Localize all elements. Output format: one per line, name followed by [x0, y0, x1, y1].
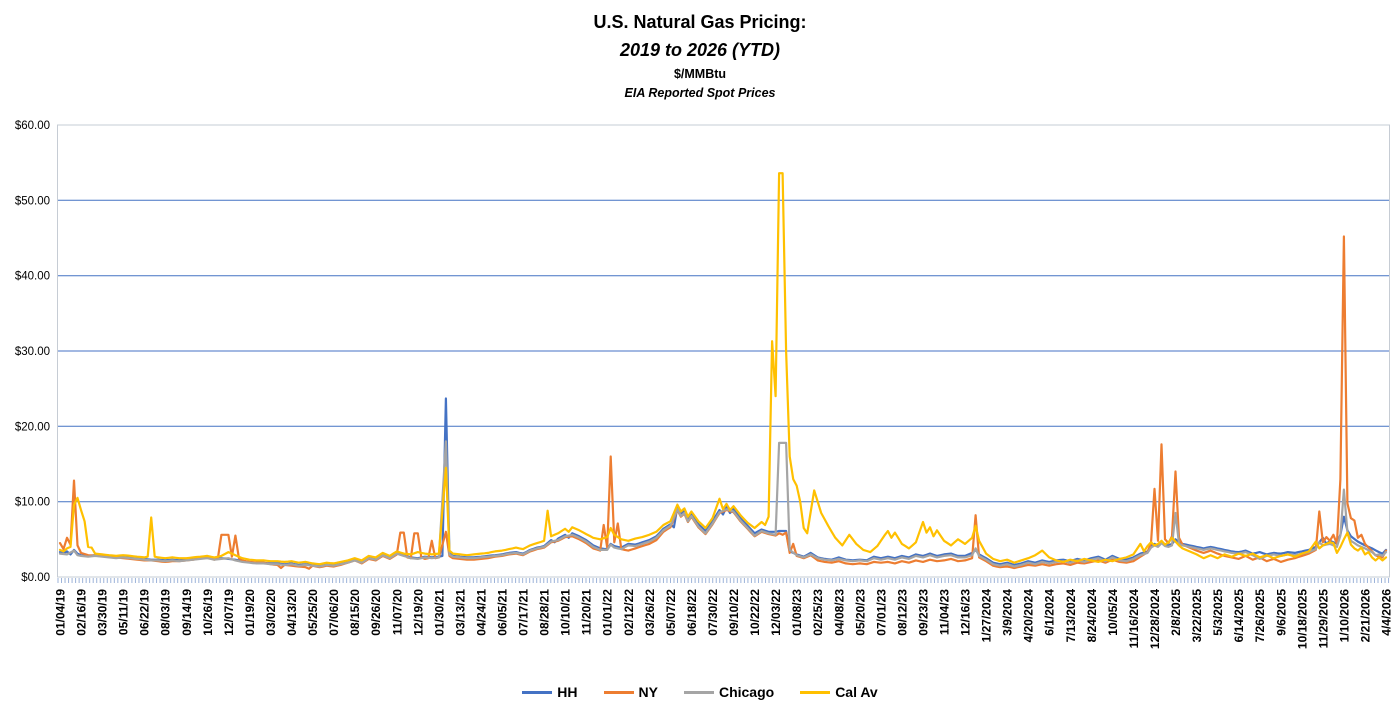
x-axis-label: 01/30/21	[432, 589, 446, 636]
x-axis-label: 09/14/19	[180, 589, 194, 636]
x-axis-label: 02/12/22	[622, 589, 636, 636]
x-axis-label: 05/07/22	[664, 589, 678, 636]
x-axis-label: 5/3/2025	[1211, 589, 1225, 636]
x-axis-label: 8/24/2024	[1085, 589, 1099, 643]
x-axis-label: 04/13/20	[285, 589, 299, 636]
x-axis-label: 3/9/2024	[1001, 589, 1015, 636]
x-axis-label: 6/1/2024	[1043, 589, 1057, 636]
x-axis-label: 12/28/2024	[1148, 589, 1162, 649]
x-axis-label: 03/02/20	[264, 589, 278, 636]
x-axis-label: 1/27/2024	[980, 589, 994, 643]
x-axis-label: 7/13/2024	[1064, 589, 1078, 643]
x-axis-label: 01/08/23	[790, 589, 804, 636]
x-axis-label: 11/04/23	[938, 589, 952, 635]
x-axis-label: 04/24/21	[475, 589, 489, 636]
x-axis-label: 10/22/22	[748, 589, 762, 636]
legend-label-ny: NY	[638, 684, 658, 700]
legend: HH NY Chicago Cal Av	[0, 684, 1400, 700]
x-axis-label: 01/01/22	[601, 589, 615, 636]
y-axis-label: $60.00	[15, 120, 50, 132]
x-axis-label: 05/25/20	[306, 589, 320, 636]
x-axis-label: 10/05/24	[1106, 589, 1120, 636]
x-axis-label: 07/17/21	[517, 589, 531, 636]
legend-item-cal-av: Cal Av	[800, 684, 878, 700]
x-axis-label: 07/30/22	[706, 589, 720, 636]
series-line-hh	[58, 397, 1388, 567]
y-axis-label: $40.00	[15, 271, 50, 283]
legend-swatch-hh	[522, 690, 553, 694]
x-axis-label: 03/13/21	[453, 589, 467, 636]
legend-item-chicago: Chicago	[683, 684, 775, 700]
x-axis-label: 4/20/2024	[1022, 589, 1036, 643]
legend-swatch-cal-av	[800, 690, 831, 694]
series-line-chicago	[58, 440, 1388, 568]
x-axis-label: 11/29/2025	[1316, 589, 1330, 649]
x-axis-label: 09/10/22	[727, 589, 741, 636]
x-axis-label: 09/23/23	[917, 589, 931, 636]
x-axis-label: 9/6/2025	[1274, 589, 1288, 636]
x-axis-label: 4/4/2026	[1380, 589, 1394, 636]
x-axis-label: 01/04/19	[54, 589, 68, 636]
x-axis-label: 11/20/21	[580, 589, 594, 635]
chart-source-label: EIA Reported Spot Prices	[624, 85, 776, 100]
x-axis-label: 2/21/2026	[1359, 589, 1373, 643]
series-line-cal-av	[58, 172, 1388, 566]
x-axis-label: 10/10/21	[559, 589, 573, 636]
x-axis-label: 04/08/23	[832, 589, 846, 636]
x-axis-label: 01/19/20	[243, 589, 257, 636]
x-axis-label: 08/03/19	[159, 589, 173, 636]
x-axis-label: 05/20/23	[853, 589, 867, 636]
x-axis-label: 06/22/19	[138, 589, 152, 636]
x-axis-label: 12/07/19	[222, 589, 236, 636]
x-axis-label: 10/18/2025	[1295, 589, 1309, 649]
y-axis-label: $10.00	[15, 497, 50, 509]
x-axis-label: 02/16/19	[75, 589, 89, 636]
x-axis-label: 06/05/21	[496, 589, 510, 636]
chart-units-label: $/MMBtu	[673, 67, 727, 82]
x-axis-label: 08/12/23	[895, 589, 909, 636]
x-axis-label: 11/16/2024	[1127, 589, 1141, 649]
x-axis-label: 3/22/2025	[1190, 589, 1204, 643]
legend-label-chicago: Chicago	[718, 684, 775, 700]
x-axis-label: 11/07/20	[390, 589, 404, 635]
legend-swatch-ny	[603, 690, 634, 694]
chart-subtitle: 2019 to 2026 (YTD)	[619, 39, 781, 60]
chart-title-block: U.S. Natural Gas Pricing: 2019 to 2026 (…	[0, 12, 1400, 100]
y-axis-label: $30.00	[15, 346, 50, 358]
x-axis-label: 05/11/19	[117, 589, 131, 635]
x-axis-label: 7/26/2025	[1253, 589, 1267, 643]
x-axis-label: 10/26/19	[201, 589, 215, 636]
legend-label-hh: HH	[557, 684, 578, 700]
y-axis-label: $20.00	[15, 421, 50, 433]
x-axis-label: 12/19/20	[411, 589, 425, 636]
x-axis-label: 08/15/20	[348, 589, 362, 636]
x-axis-label: 2/8/2025	[1169, 589, 1183, 636]
legend-swatch-chicago	[683, 690, 714, 694]
x-axis-label: 02/25/23	[811, 589, 825, 636]
x-axis-label: 03/30/19	[96, 589, 110, 636]
legend-label-cal-av: Cal Av	[835, 684, 878, 700]
x-axis-label: 09/26/20	[369, 589, 383, 636]
y-axis-label: $0.00	[21, 572, 50, 584]
x-axis-label: 07/06/20	[327, 589, 341, 636]
y-axis-label: $50.00	[15, 195, 50, 207]
plot-border	[57, 124, 1390, 578]
x-axis-label: 12/03/22	[769, 589, 783, 636]
x-axis-label: 12/16/23	[959, 589, 973, 636]
legend-item-hh: HH	[522, 684, 578, 700]
x-axis-label: 08/28/21	[538, 589, 552, 636]
x-axis-label: 03/26/22	[643, 589, 657, 636]
chart-title: U.S. Natural Gas Pricing:	[593, 12, 807, 32]
series-line-ny	[58, 235, 1388, 570]
legend-item-ny: NY	[603, 684, 658, 700]
x-axis-label: 07/01/23	[874, 589, 888, 636]
x-axis-label: 06/18/22	[685, 589, 699, 636]
x-axis-label: 1/10/2026	[1337, 589, 1351, 643]
x-axis-label: 6/14/2025	[1232, 589, 1246, 643]
